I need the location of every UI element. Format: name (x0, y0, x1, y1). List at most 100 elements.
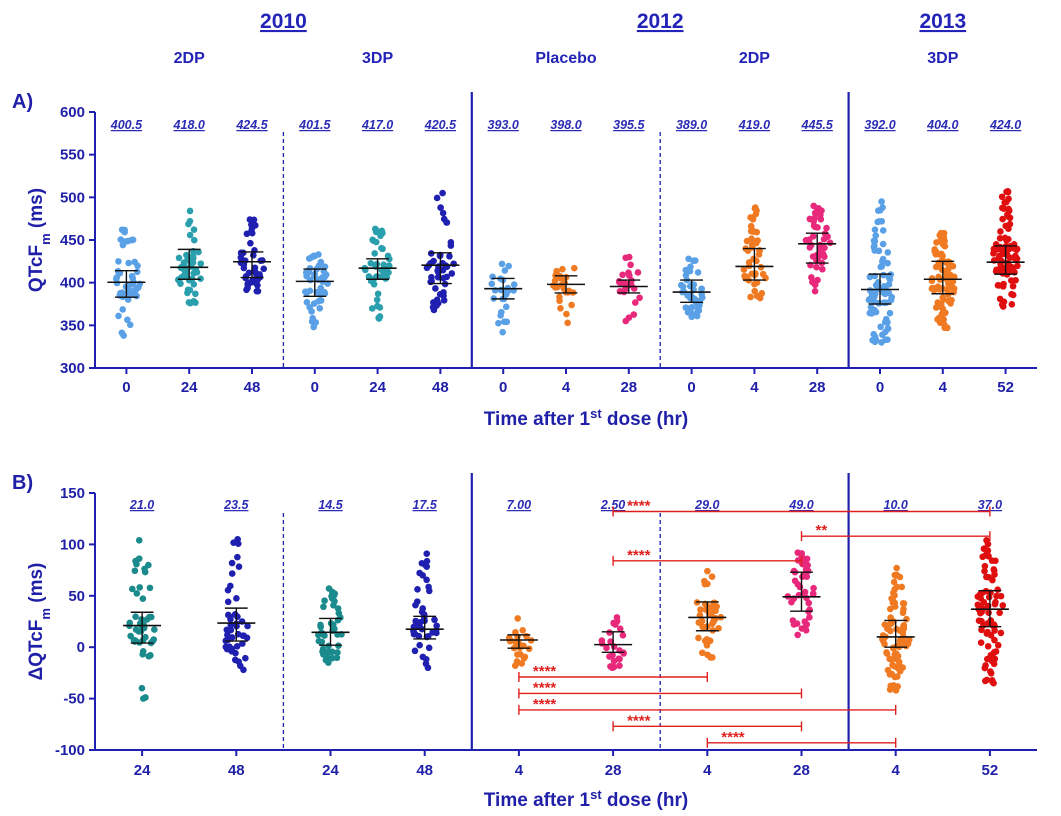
x-tick-label: 4 (750, 379, 759, 396)
data-point (331, 598, 338, 605)
data-point (380, 261, 387, 268)
data-point (803, 236, 810, 244)
x-tick-label: 4 (562, 379, 571, 396)
significance-label: **** (627, 712, 651, 729)
data-point (805, 599, 813, 607)
data-point (886, 671, 894, 678)
year-header: 2012 (637, 10, 684, 33)
data-point (897, 641, 904, 648)
data-point (380, 268, 387, 276)
data-point (634, 269, 642, 276)
data-point (446, 253, 453, 260)
data-point (749, 214, 757, 221)
data-point (877, 263, 885, 271)
data-point (419, 572, 426, 579)
data-point (813, 263, 820, 271)
median-label: 445.5 (801, 118, 834, 132)
data-point (499, 328, 506, 336)
data-point (806, 606, 813, 613)
data-point (242, 654, 249, 662)
data-point (977, 639, 985, 646)
data-point (946, 283, 954, 291)
data-point (423, 264, 431, 272)
data-point (559, 265, 566, 273)
data-point (244, 622, 251, 630)
data-point (871, 237, 879, 245)
data-point (894, 683, 902, 690)
data-point (126, 321, 134, 329)
x-tick-label: 4 (939, 379, 948, 396)
data-point (937, 235, 945, 243)
data-point (610, 663, 618, 671)
data-point (751, 280, 758, 288)
data-point (747, 227, 755, 235)
data-point (811, 214, 819, 222)
data-point (713, 603, 720, 610)
data-point (682, 272, 690, 279)
data-point (620, 288, 628, 296)
data-point (990, 660, 998, 668)
data-point (940, 309, 947, 316)
y-tick-label: 0 (77, 639, 85, 656)
data-point (1008, 290, 1015, 298)
data-point (183, 251, 190, 259)
x-axis-title-sup: st (590, 406, 602, 421)
data-point (1003, 188, 1010, 196)
data-point (598, 637, 606, 644)
y-tick-label: 500 (60, 189, 85, 206)
data-point (898, 583, 906, 591)
data-point (981, 664, 989, 672)
significance-label: **** (533, 679, 557, 696)
data-point (505, 262, 512, 270)
data-point (523, 632, 530, 640)
data-point (931, 286, 938, 294)
data-point (948, 296, 955, 304)
median-label: 10.0 (884, 498, 908, 512)
data-point (244, 284, 251, 292)
data-point (227, 582, 234, 590)
data-point (890, 578, 898, 586)
data-point (905, 636, 913, 644)
data-point (129, 236, 137, 244)
median-label: 29.0 (694, 498, 719, 512)
data-point (990, 567, 998, 575)
median-label: 398.0 (550, 118, 581, 132)
data-point (991, 636, 998, 644)
data-point (747, 222, 755, 230)
x-tick-label: 48 (416, 762, 433, 779)
data-point (886, 605, 894, 613)
data-point (428, 273, 435, 281)
x-tick-label: 0 (687, 379, 695, 396)
data-point (998, 193, 1006, 201)
data-point (679, 283, 687, 291)
data-point (694, 269, 702, 276)
series-group (107, 226, 146, 339)
data-point (433, 622, 440, 630)
data-point (386, 255, 393, 263)
data-point (931, 246, 938, 253)
data-point (622, 254, 629, 262)
data-point (806, 244, 814, 251)
data-point (887, 682, 894, 690)
data-point (423, 550, 431, 557)
median-label: 14.5 (318, 498, 343, 512)
panel-label: A) (12, 91, 33, 113)
y-tick-label: 50 (68, 588, 85, 605)
data-point (184, 289, 191, 297)
data-point (118, 290, 125, 297)
data-point (885, 274, 893, 281)
data-point (385, 269, 392, 276)
data-point (1009, 282, 1017, 290)
data-point (897, 663, 905, 671)
data-point (552, 284, 559, 291)
x-tick-label: 48 (228, 762, 245, 779)
data-point (257, 257, 265, 265)
y-tick-label: 550 (60, 147, 85, 164)
data-point (977, 609, 984, 617)
x-tick-label: 0 (876, 379, 884, 396)
series-group (295, 251, 334, 331)
data-point (984, 642, 992, 650)
data-point (326, 648, 334, 656)
significance-label: ** (816, 522, 828, 539)
data-point (190, 226, 198, 233)
